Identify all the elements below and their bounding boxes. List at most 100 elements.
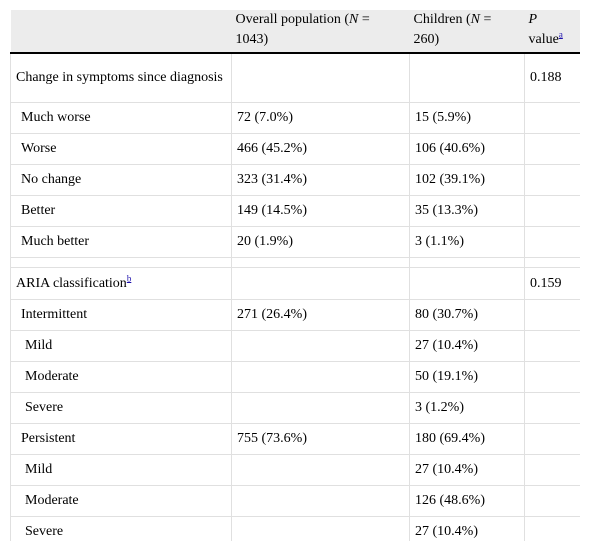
cell-overall — [231, 454, 410, 486]
table-header: Overall population (N = 1043) Children (… — [10, 10, 580, 54]
cell-children — [409, 52, 525, 103]
cell-pvalue — [524, 102, 580, 134]
table-row-intermittent: Intermittent 271 (26.4%) 80 (30.7%) — [10, 299, 580, 331]
cell-children: 27 (10.4%) — [409, 516, 525, 541]
cell-children: 15 (5.9%) — [409, 102, 525, 134]
header-cell-blank — [10, 10, 232, 54]
header-children-text: Children ( — [413, 12, 471, 27]
cell-overall: 323 (31.4%) — [231, 164, 410, 196]
row-label: Worse — [10, 133, 232, 165]
spacer-cell — [231, 257, 410, 268]
data-table: Overall population (N = 1043) Children (… — [10, 10, 580, 541]
table-row: Moderate 50 (19.1%) — [10, 361, 580, 393]
table-row: Worse 466 (45.2%) 106 (40.6%) — [10, 133, 580, 165]
row-label: Much better — [10, 226, 232, 258]
spacer-cell — [409, 257, 525, 268]
cell-pvalue — [524, 423, 580, 455]
table-row: Mild 27 (10.4%) — [10, 454, 580, 486]
cell-pvalue — [524, 195, 580, 227]
cell-overall — [231, 361, 410, 393]
section-row-aria: ARIA classificationb 0.159 — [10, 267, 580, 300]
cell-children: 27 (10.4%) — [409, 330, 525, 362]
data-table-container: Overall population (N = 1043) Children (… — [10, 10, 580, 541]
row-label: Intermittent — [10, 299, 232, 331]
table-row: Moderate 126 (48.6%) — [10, 485, 580, 517]
cell-children: 126 (48.6%) — [409, 485, 525, 517]
table-row: Much better 20 (1.9%) 3 (1.1%) — [10, 226, 580, 258]
header-value: value — [528, 32, 559, 47]
row-label: Mild — [10, 454, 232, 486]
table-row: Better 149 (14.5%) 35 (13.3%) — [10, 195, 580, 227]
header-row: Overall population (N = 1043) Children (… — [10, 10, 580, 54]
footnote-link-a[interactable]: a — [558, 29, 563, 40]
table-row: No change 323 (31.4%) 102 (39.1%) — [10, 164, 580, 196]
spacer-cell — [524, 257, 580, 268]
section-label: Change in symptoms since diagnosis — [10, 52, 232, 103]
header-cell-overall: Overall population (N = 1043) — [231, 10, 410, 54]
header-p: P — [528, 12, 538, 27]
row-label: Better — [10, 195, 232, 227]
cell-children: 180 (69.4%) — [409, 423, 525, 455]
table-row-persistent: Persistent 755 (73.6%) 180 (69.4%) — [10, 423, 580, 455]
cell-overall — [231, 516, 410, 541]
cell-pvalue — [524, 299, 580, 331]
cell-children — [409, 267, 525, 300]
cell-children: 27 (10.4%) — [409, 454, 525, 486]
cell-overall — [231, 485, 410, 517]
header-overall-rest: = 1043) — [235, 12, 370, 47]
cell-pvalue — [524, 133, 580, 165]
section-row-symptoms: Change in symptoms since diagnosis 0.188 — [10, 52, 580, 103]
row-label: Persistent — [10, 423, 232, 455]
cell-children: 106 (40.6%) — [409, 133, 525, 165]
cell-children: 80 (30.7%) — [409, 299, 525, 331]
spacer-cell — [10, 257, 232, 268]
cell-overall: 466 (45.2%) — [231, 133, 410, 165]
table-row: Mild 27 (10.4%) — [10, 330, 580, 362]
table-row: Severe 3 (1.2%) — [10, 392, 580, 424]
cell-overall — [231, 330, 410, 362]
header-children-rest: = 260) — [413, 12, 492, 47]
cell-pvalue — [524, 392, 580, 424]
row-label: Mild — [10, 330, 232, 362]
table-row: Severe 27 (10.4%) — [10, 516, 580, 541]
header-overall-n: N — [349, 12, 359, 27]
cell-pvalue: 0.188 — [524, 52, 580, 103]
header-children-n: N — [470, 12, 480, 27]
cell-overall: 72 (7.0%) — [231, 102, 410, 134]
section-label: ARIA classificationb — [10, 267, 232, 300]
cell-overall: 20 (1.9%) — [231, 226, 410, 258]
row-label: Much worse — [10, 102, 232, 134]
cell-pvalue — [524, 485, 580, 517]
cell-children: 3 (1.2%) — [409, 392, 525, 424]
cell-pvalue — [524, 361, 580, 393]
aria-label-text: ARIA classification — [16, 275, 127, 291]
cell-pvalue: 0.159 — [524, 267, 580, 300]
cell-overall — [231, 392, 410, 424]
cell-pvalue — [524, 164, 580, 196]
cell-children: 50 (19.1%) — [409, 361, 525, 393]
cell-pvalue — [524, 454, 580, 486]
header-overall-text: Overall population ( — [235, 12, 350, 27]
table-body: Change in symptoms since diagnosis 0.188… — [10, 52, 580, 541]
cell-children: 102 (39.1%) — [409, 164, 525, 196]
cell-overall: 755 (73.6%) — [231, 423, 410, 455]
cell-children: 3 (1.1%) — [409, 226, 525, 258]
cell-overall — [231, 52, 410, 103]
spacer-row — [10, 257, 580, 268]
footnote-link-b[interactable]: b — [126, 272, 132, 283]
cell-overall: 271 (26.4%) — [231, 299, 410, 331]
row-label: Severe — [10, 392, 232, 424]
row-label: Severe — [10, 516, 232, 541]
row-label: No change — [10, 164, 232, 196]
cell-pvalue — [524, 226, 580, 258]
cell-pvalue — [524, 516, 580, 541]
cell-children: 35 (13.3%) — [409, 195, 525, 227]
table-row: Much worse 72 (7.0%) 15 (5.9%) — [10, 102, 580, 134]
row-label: Moderate — [10, 361, 232, 393]
row-label: Moderate — [10, 485, 232, 517]
cell-overall: 149 (14.5%) — [231, 195, 410, 227]
header-cell-children: Children (N = 260) — [409, 10, 525, 54]
cell-overall — [231, 267, 410, 300]
cell-pvalue — [524, 330, 580, 362]
